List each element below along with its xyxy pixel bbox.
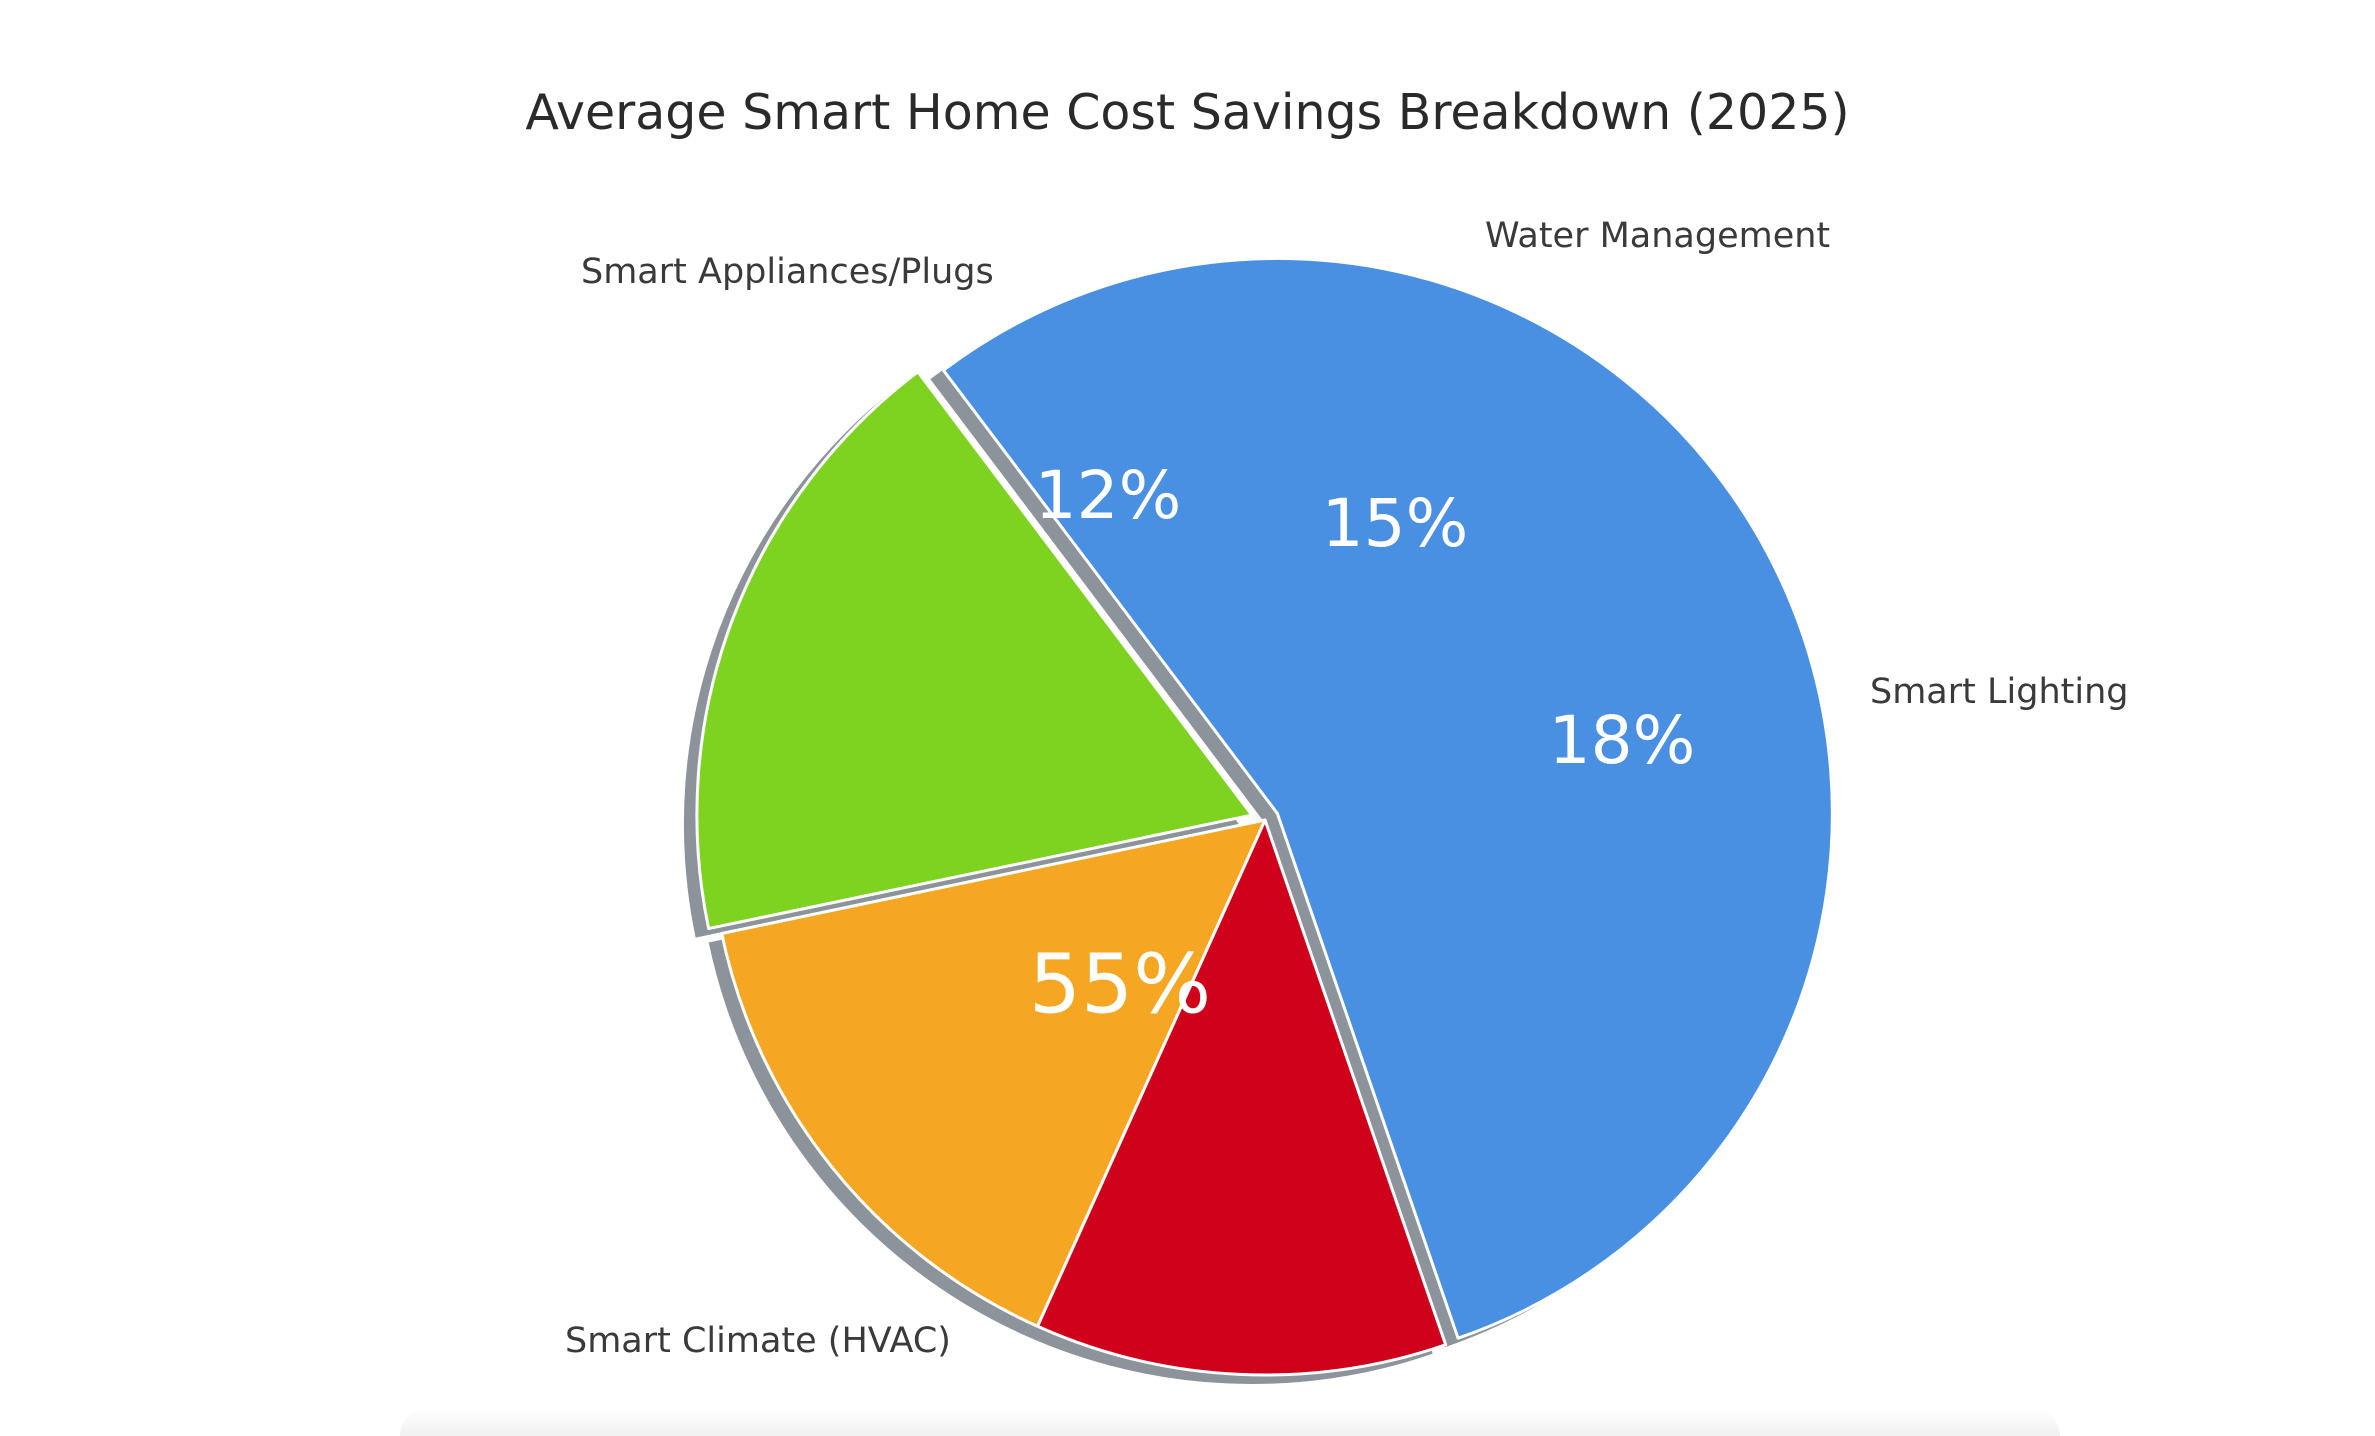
- value-label-water-management: 15%: [1322, 485, 1469, 562]
- slice-name-smart-lighting: Smart Lighting: [1870, 672, 2128, 712]
- value-label-smart-lighting: 18%: [1549, 702, 1696, 779]
- bottom-edge-shade: [400, 1408, 2060, 1436]
- pie-slices: [695, 256, 1834, 1377]
- pie-slice-water-management: [720, 818, 1267, 1328]
- value-label-smart-appliances-plugs: 12%: [1035, 457, 1182, 534]
- pie-slice-smart-appliances-plugs: [1035, 818, 1448, 1377]
- pie-slice-smart-climate-hvac: [941, 256, 1834, 1340]
- slice-name-labels: Smart Climate (HVAC) Smart Appliances/Plu…: [565, 216, 2128, 1361]
- slice-name-smart-climate-hvac: Smart Climate (HVAC): [565, 1321, 951, 1361]
- slice-name-smart-appliances-plugs: Smart Appliances/Plugs: [581, 252, 994, 292]
- value-labels: 55% 12% 15% 18%: [1029, 457, 1695, 1032]
- chart-title: Average Smart Home Cost Savings Breakdow…: [525, 84, 1850, 141]
- slice-name-water-management: Water Management: [1485, 216, 1830, 256]
- value-label-smart-climate-hvac: 55%: [1029, 937, 1211, 1032]
- pie-slice-smart-lighting: [695, 370, 1254, 931]
